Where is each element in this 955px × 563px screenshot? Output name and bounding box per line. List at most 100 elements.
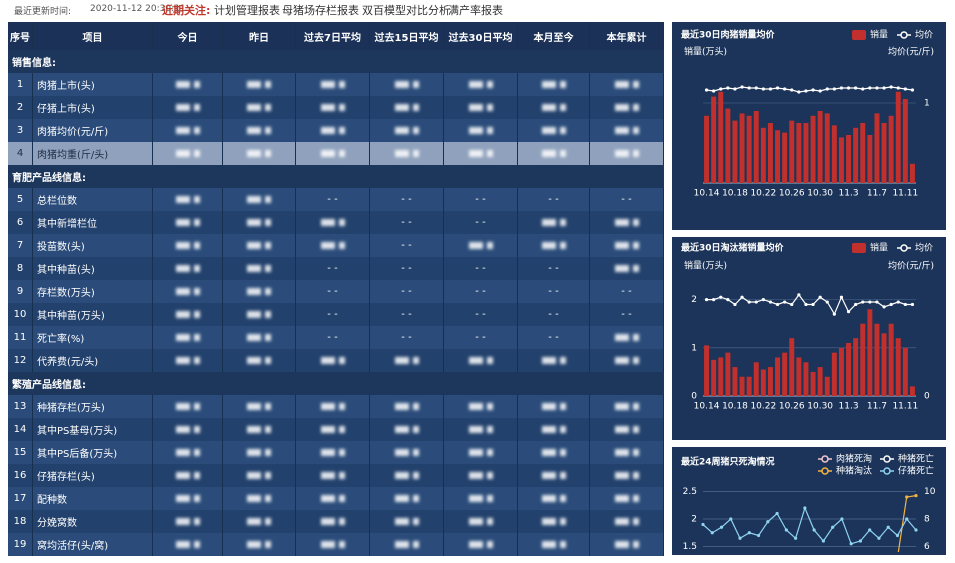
row-item: 代养费(元/头) bbox=[33, 349, 153, 372]
value-cell bbox=[223, 533, 296, 556]
report-link[interactable]: 双百模型对比分析 bbox=[362, 4, 450, 17]
value-cell bbox=[518, 142, 590, 165]
value-cell bbox=[153, 533, 223, 556]
value-cell: - - bbox=[296, 326, 370, 349]
point bbox=[784, 528, 788, 532]
redacted-value bbox=[175, 242, 190, 249]
redacted-value bbox=[193, 541, 200, 548]
table-row: 14 其中PS基母(万头) bbox=[8, 418, 664, 441]
redacted-value bbox=[247, 357, 261, 364]
redacted-value bbox=[338, 541, 345, 548]
bar bbox=[796, 357, 802, 396]
redacted-value bbox=[193, 104, 200, 111]
point bbox=[747, 86, 751, 90]
redacted-value bbox=[394, 541, 409, 548]
x-tick-label: 11.3 bbox=[839, 189, 859, 199]
point bbox=[803, 506, 807, 510]
value-cell bbox=[153, 257, 223, 280]
redacted-value bbox=[486, 127, 493, 134]
column-header: 本月至今 bbox=[518, 22, 590, 50]
redacted-value bbox=[193, 449, 200, 456]
value-cell bbox=[590, 533, 664, 556]
value-cell: - - bbox=[296, 303, 370, 326]
value-cell bbox=[590, 510, 664, 533]
point bbox=[840, 517, 844, 521]
point bbox=[797, 90, 801, 94]
top-bar: 最近更新时间: 2020-11-12 20:30:11 近期关注: 计划管理报表… bbox=[0, 0, 955, 20]
series-line bbox=[706, 293, 913, 316]
redacted-value bbox=[541, 127, 556, 134]
row-index: 6 bbox=[8, 211, 33, 234]
x-tick-label: 10.30 bbox=[807, 189, 833, 199]
redacted-value bbox=[412, 127, 419, 134]
point bbox=[861, 87, 865, 91]
bar bbox=[739, 113, 745, 183]
redacted-value bbox=[614, 265, 629, 272]
point bbox=[905, 517, 909, 521]
point bbox=[710, 531, 714, 535]
table-row: 6 其中新增栏位 - -- - bbox=[8, 211, 664, 234]
bar bbox=[838, 137, 844, 183]
redacted-value bbox=[320, 357, 335, 364]
value-cell bbox=[370, 395, 444, 418]
value-cell bbox=[153, 211, 223, 234]
x-tick-label: 10.18 bbox=[722, 189, 748, 199]
bar bbox=[853, 338, 859, 396]
redacted-value bbox=[175, 334, 190, 341]
section-title: 销售信息: bbox=[12, 58, 56, 69]
table-row: 19 窝均活仔(头/窝) bbox=[8, 533, 664, 556]
value-cell: - - bbox=[444, 326, 518, 349]
table-row: 2 仔猪上市(头) bbox=[8, 96, 664, 119]
point bbox=[729, 517, 733, 521]
redacted-value bbox=[412, 541, 419, 548]
row-index: 7 bbox=[8, 234, 33, 257]
value-cell bbox=[223, 441, 296, 464]
y2-tick-label: 6 bbox=[924, 542, 930, 552]
redacted-value bbox=[247, 219, 261, 226]
value-cell bbox=[370, 441, 444, 464]
redacted-value bbox=[559, 472, 566, 479]
point bbox=[889, 302, 893, 307]
update-time: 2020-11-12 20:30:11 bbox=[90, 4, 186, 14]
value-cell bbox=[223, 510, 296, 533]
redacted-value bbox=[394, 127, 409, 134]
row-item: 其中新增栏位 bbox=[33, 211, 153, 234]
report-link[interactable]: 计划管理报表 bbox=[214, 4, 280, 17]
point bbox=[761, 298, 765, 302]
value-cell: - - bbox=[590, 303, 664, 326]
report-link[interactable]: 满产率报表 bbox=[448, 4, 503, 17]
point bbox=[719, 87, 723, 91]
value-cell bbox=[590, 96, 664, 119]
redacted-value bbox=[247, 104, 261, 111]
redacted-value bbox=[486, 495, 493, 502]
value-cell bbox=[153, 96, 223, 119]
redacted-value bbox=[468, 449, 483, 456]
redacted-value bbox=[175, 150, 190, 157]
point bbox=[849, 542, 853, 546]
redacted-value bbox=[468, 242, 483, 249]
y2-tick-label: 10 bbox=[924, 487, 936, 497]
redacted-value bbox=[247, 518, 261, 525]
redacted-value bbox=[412, 150, 419, 157]
value-cell bbox=[223, 487, 296, 510]
point bbox=[775, 86, 780, 90]
redacted-value bbox=[559, 541, 566, 548]
redacted-value bbox=[320, 518, 335, 525]
column-header: 过去30日平均 bbox=[444, 22, 518, 50]
report-link[interactable]: 母猪场存栏报表 bbox=[282, 4, 359, 17]
point bbox=[754, 300, 758, 304]
redacted-value bbox=[632, 426, 639, 433]
header-row: 序号 项目 今日 昨日 过去7日平均 过去15日平均 过去30日平均 本月至今 本年累计 bbox=[8, 22, 664, 50]
redacted-value bbox=[265, 541, 271, 548]
table-row: 3 肉猪均价(元/斤) bbox=[8, 119, 664, 142]
value-cell: - - bbox=[518, 326, 590, 349]
redacted-value bbox=[175, 357, 190, 364]
value-cell bbox=[223, 395, 296, 418]
redacted-value bbox=[265, 196, 271, 203]
bar bbox=[753, 362, 759, 396]
redacted-value bbox=[320, 242, 335, 249]
point bbox=[882, 305, 886, 309]
redacted-value bbox=[614, 81, 629, 88]
table-row: 16 仔猪存栏(头) bbox=[8, 464, 664, 487]
